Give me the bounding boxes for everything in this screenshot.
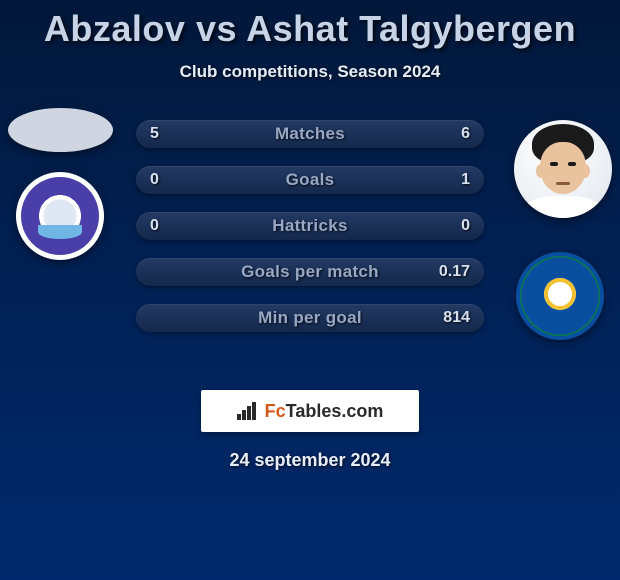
subtitle: Club competitions, Season 2024 — [0, 62, 620, 82]
date-label: 24 september 2024 — [0, 450, 620, 471]
stat-right-value: 1 — [461, 166, 470, 194]
bars-icon — [237, 402, 259, 420]
stat-left-value: 0 — [150, 212, 159, 240]
player-right-club-badge — [516, 252, 604, 340]
comparison-panel: 5 Matches 6 0 Goals 1 0 Hattricks 0 Goal… — [0, 120, 620, 380]
page-title: Abzalov vs Ashat Talgybergen — [0, 0, 620, 50]
player-left-club-badge — [16, 172, 104, 260]
stat-row: Min per goal 814 — [136, 304, 484, 332]
stat-row: 5 Matches 6 — [136, 120, 484, 148]
stat-label: Matches — [275, 124, 345, 144]
stat-right-value: 6 — [461, 120, 470, 148]
stat-right-value: 814 — [443, 304, 470, 332]
brand-prefix: Fc — [265, 401, 286, 421]
stat-row: 0 Hattricks 0 — [136, 212, 484, 240]
stat-row: Goals per match 0.17 — [136, 258, 484, 286]
stat-label: Hattricks — [272, 216, 347, 236]
stat-left-value: 0 — [150, 166, 159, 194]
face-icon — [514, 120, 612, 218]
stats-list: 5 Matches 6 0 Goals 1 0 Hattricks 0 Goal… — [136, 120, 484, 350]
stat-right-value: 0 — [461, 212, 470, 240]
player-right-avatar — [514, 120, 612, 218]
brand-badge: FcTables.com — [201, 390, 419, 432]
brand-text: FcTables.com — [265, 401, 384, 422]
stat-row: 0 Goals 1 — [136, 166, 484, 194]
stat-left-value: 5 — [150, 120, 159, 148]
stat-label: Goals — [286, 170, 335, 190]
stat-label: Goals per match — [241, 262, 379, 282]
player-left-avatar — [8, 108, 113, 152]
stat-label: Min per goal — [258, 308, 362, 328]
brand-suffix: Tables.com — [286, 401, 384, 421]
stat-right-value: 0.17 — [439, 258, 470, 286]
